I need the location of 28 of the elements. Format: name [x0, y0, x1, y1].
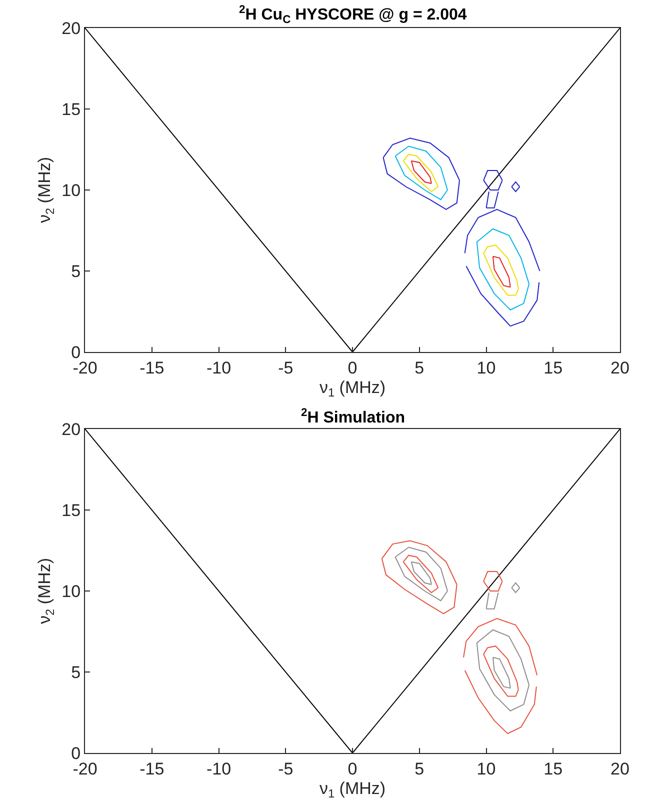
x-tick-label: -15: [140, 759, 164, 778]
x-tick-label: -5: [278, 358, 294, 378]
y-tick-label: 10: [62, 582, 81, 601]
x-tick-label: -15: [140, 358, 164, 378]
x-tick-label: 20: [610, 759, 630, 778]
x-tick-label: 15: [544, 358, 563, 378]
y-tick-label: 20: [62, 18, 81, 38]
x-tick-label: 15: [544, 759, 563, 778]
x-tick-label: 10: [476, 358, 496, 378]
x-tick-label: 0: [348, 358, 358, 378]
x-tick-label: 5: [414, 759, 424, 778]
x-tick-label: -10: [206, 759, 232, 778]
x-tick-label: 20: [610, 358, 630, 378]
x-axis-title: ν$_{1}$ (MHz): [319, 778, 386, 800]
y-tick-label: 15: [62, 100, 81, 119]
y-tick-label: 10: [62, 180, 81, 200]
x-tick-label: 0: [348, 759, 358, 778]
y-tick-label: 20: [62, 420, 81, 439]
chart-title: $^{2}$H Simulation: [301, 407, 406, 427]
x-tick-label: -10: [206, 358, 232, 378]
y-tick-label: 5: [71, 662, 81, 682]
x-tick-label: -5: [278, 759, 294, 778]
y-tick-label: 5: [71, 262, 81, 281]
y-tick-label: 15: [62, 500, 81, 520]
chart-title: $^{2}$H Cu$_{C}$ HYSCORE @ g = 2.004: [239, 4, 467, 26]
x-tick-label: 10: [476, 759, 496, 778]
x-axis-title: ν$_{1}$ (MHz): [319, 378, 386, 400]
x-tick-label: 5: [414, 358, 424, 378]
